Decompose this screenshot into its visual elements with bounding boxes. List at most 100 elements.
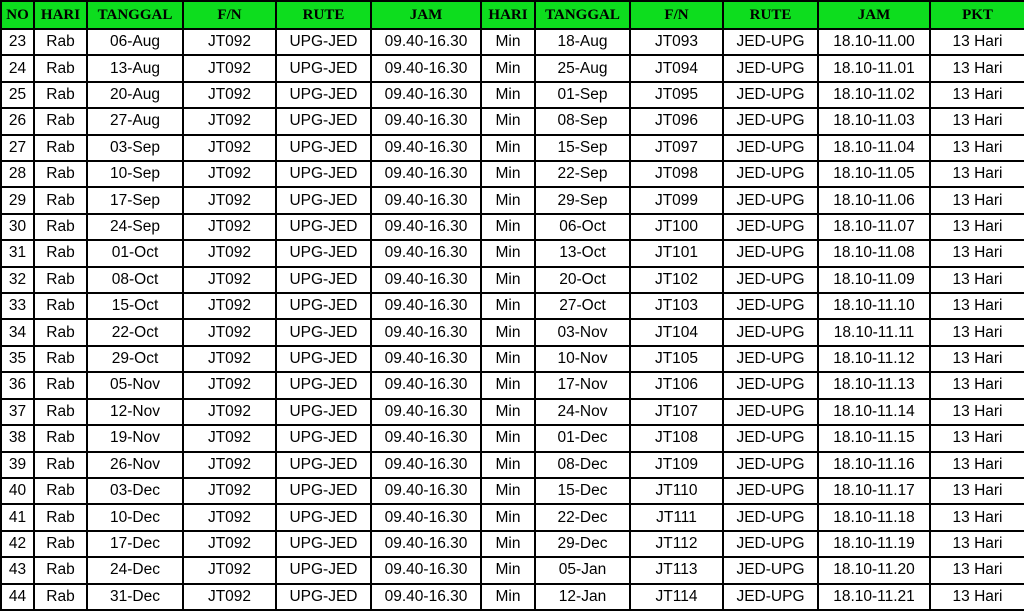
table-cell: 10-Sep <box>86 160 184 189</box>
table-cell: JED-UPG <box>722 54 819 83</box>
table-cell: 22-Sep <box>534 160 631 189</box>
column-header-rute-9: RUTE <box>722 0 819 30</box>
table-cell: 09.40-16.30 <box>370 292 482 321</box>
table-cell: 13 Hari <box>929 292 1024 321</box>
table-cell: 35 <box>0 344 35 374</box>
table-cell: 13 Hari <box>929 27 1024 57</box>
table-cell: Rab <box>33 160 88 189</box>
table-cell: 25 <box>0 80 35 110</box>
table-cell: Rab <box>33 107 88 136</box>
table-cell: JED-UPG <box>722 529 819 559</box>
table-cell: 19-Nov <box>86 424 184 453</box>
table-cell: JT105 <box>629 344 724 374</box>
column-header-jam-5: JAM <box>370 0 482 30</box>
table-cell: 39 <box>0 450 35 479</box>
table-cell: 09.40-16.30 <box>370 107 482 136</box>
table-cell: 09.40-16.30 <box>370 239 482 268</box>
column-header-jam-10: JAM <box>817 0 931 30</box>
table-cell: 09.40-16.30 <box>370 27 482 57</box>
table-cell: UPG-JED <box>275 503 372 532</box>
table-cell: 40 <box>0 476 35 506</box>
table-cell: Min <box>480 133 536 163</box>
table-cell: 18.10-11.04 <box>817 133 931 163</box>
table-cell: 24-Nov <box>534 397 631 427</box>
table-row: 30 Rab 24-Sep JT092 UPG-JED 09.40-16.30 Min 06-… <box>0 212 1024 242</box>
table-row: 35 Rab 29-Oct JT092 UPG-JED 09.40-16.30 Min 10-… <box>0 344 1024 374</box>
table-cell: JT097 <box>629 133 724 163</box>
table-cell: JT109 <box>629 450 724 479</box>
table-cell: JT107 <box>629 397 724 427</box>
table-cell: 12-Jan <box>534 582 631 611</box>
table-cell: Rab <box>33 80 88 110</box>
table-cell: JED-UPG <box>722 476 819 506</box>
table-cell: JED-UPG <box>722 239 819 268</box>
table-cell: Rab <box>33 292 88 321</box>
table-cell: Rab <box>33 27 88 57</box>
table-cell: 18.10-11.21 <box>817 582 931 611</box>
table-cell: 18.10-11.15 <box>817 424 931 453</box>
table-cell: JED-UPG <box>722 160 819 189</box>
table-row: 41 Rab 10-Dec JT092 UPG-JED 09.40-16.30 Min 22-… <box>0 503 1024 532</box>
table-cell: 09.40-16.30 <box>370 80 482 110</box>
table-cell: 33 <box>0 292 35 321</box>
table-cell: Min <box>480 318 536 347</box>
table-cell: Min <box>480 27 536 57</box>
table-cell: 18.10-11.06 <box>817 186 931 215</box>
table-row: 42 Rab 17-Dec JT092 UPG-JED 09.40-16.30 Min 29-… <box>0 529 1024 559</box>
table-cell: Min <box>480 186 536 215</box>
table-cell: Min <box>480 80 536 110</box>
table-cell: Rab <box>33 397 88 427</box>
column-header-pkt-11: PKT <box>929 0 1024 30</box>
table-row: 29 Rab 17-Sep JT092 UPG-JED 09.40-16.30 Min 29-… <box>0 186 1024 215</box>
table-cell: Rab <box>33 476 88 506</box>
table-cell: UPG-JED <box>275 27 372 57</box>
table-cell: JT092 <box>182 318 277 347</box>
column-header-no-0: NO <box>0 0 35 30</box>
table-row: 36 Rab 05-Nov JT092 UPG-JED 09.40-16.30 Min 17-… <box>0 371 1024 400</box>
column-header-fn-8: F/N <box>629 0 724 30</box>
table-cell: 13 Hari <box>929 80 1024 110</box>
table-cell: JT092 <box>182 107 277 136</box>
table-cell: 01-Dec <box>534 424 631 453</box>
table-cell: JT092 <box>182 450 277 479</box>
table-cell: JT092 <box>182 503 277 532</box>
table-cell: Min <box>480 476 536 506</box>
table-cell: 13 Hari <box>929 450 1024 479</box>
table-cell: 18-Aug <box>534 27 631 57</box>
table-row: 24 Rab 13-Aug JT092 UPG-JED 09.40-16.30 Min 25-… <box>0 54 1024 83</box>
table-cell: 06-Oct <box>534 212 631 242</box>
table-cell: 18.10-11.08 <box>817 239 931 268</box>
table-cell: 41 <box>0 503 35 532</box>
table-cell: 09.40-16.30 <box>370 424 482 453</box>
table-cell: Rab <box>33 529 88 559</box>
table-cell: 17-Dec <box>86 529 184 559</box>
table-cell: JED-UPG <box>722 292 819 321</box>
table-row: 33 Rab 15-Oct JT092 UPG-JED 09.40-16.30 Min 27-… <box>0 292 1024 321</box>
table-cell: 13 Hari <box>929 239 1024 268</box>
table-row: 34 Rab 22-Oct JT092 UPG-JED 09.40-16.30 Min 03-… <box>0 318 1024 347</box>
table-cell: UPG-JED <box>275 397 372 427</box>
table-cell: 18.10-11.19 <box>817 529 931 559</box>
table-cell: UPG-JED <box>275 212 372 242</box>
table-cell: JT100 <box>629 212 724 242</box>
table-cell: 13 Hari <box>929 160 1024 189</box>
table-cell: Min <box>480 556 536 585</box>
column-header-hari-1: HARI <box>33 0 88 30</box>
table-row: 27 Rab 03-Sep JT092 UPG-JED 09.40-16.30 Min 15-… <box>0 133 1024 163</box>
table-cell: 18.10-11.03 <box>817 107 931 136</box>
table-cell: 09.40-16.30 <box>370 450 482 479</box>
table-cell: UPG-JED <box>275 160 372 189</box>
table-cell: JT092 <box>182 344 277 374</box>
column-header-tanggal-2: TANGGAL <box>86 0 184 30</box>
table-cell: UPG-JED <box>275 239 372 268</box>
table-cell: 29-Oct <box>86 344 184 374</box>
table-cell: 26 <box>0 107 35 136</box>
table-cell: 27-Aug <box>86 107 184 136</box>
table-cell: Min <box>480 160 536 189</box>
table-cell: 03-Nov <box>534 318 631 347</box>
table-row: 40 Rab 03-Dec JT092 UPG-JED 09.40-16.30 Min 15-… <box>0 476 1024 506</box>
table-cell: JED-UPG <box>722 318 819 347</box>
table-cell: 18.10-11.17 <box>817 476 931 506</box>
table-cell: UPG-JED <box>275 476 372 506</box>
